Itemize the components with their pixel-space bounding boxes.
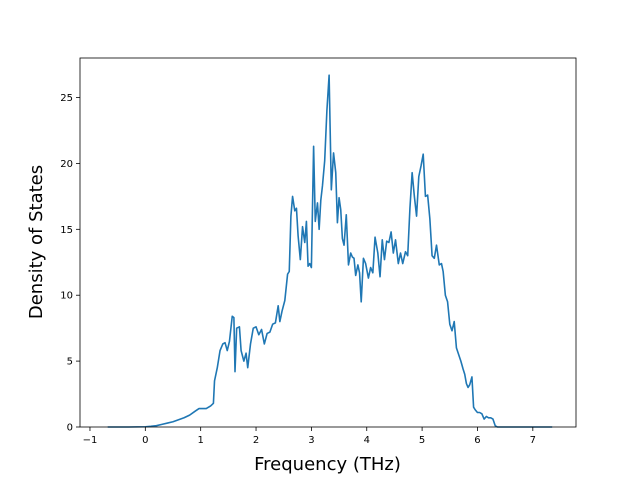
y-tick-label: 15 [60, 225, 73, 236]
x-tick-label: 1 [197, 435, 203, 446]
y-tick-label: 0 [67, 423, 73, 434]
x-tick-label: 7 [530, 435, 536, 446]
y-tick-label: 25 [60, 93, 73, 104]
dos-series-line-0 [107, 74, 553, 428]
x-tick-label: 5 [419, 435, 425, 446]
x-tick-label: 3 [308, 435, 314, 446]
x-axis-label: Frequency (THz) [254, 454, 401, 475]
x-tick-label: 0 [142, 435, 148, 446]
y-axis-label: Density of States [26, 165, 47, 319]
y-tick-label: 5 [67, 357, 73, 368]
y-tick-label: 10 [60, 291, 73, 302]
x-tick-label: 2 [253, 435, 259, 446]
x-tick-label: 6 [474, 435, 480, 446]
x-tick-label: −1 [83, 435, 98, 446]
axes-frame [79, 57, 577, 428]
x-tick-label: 4 [364, 435, 370, 446]
y-tick-label: 20 [60, 159, 73, 170]
